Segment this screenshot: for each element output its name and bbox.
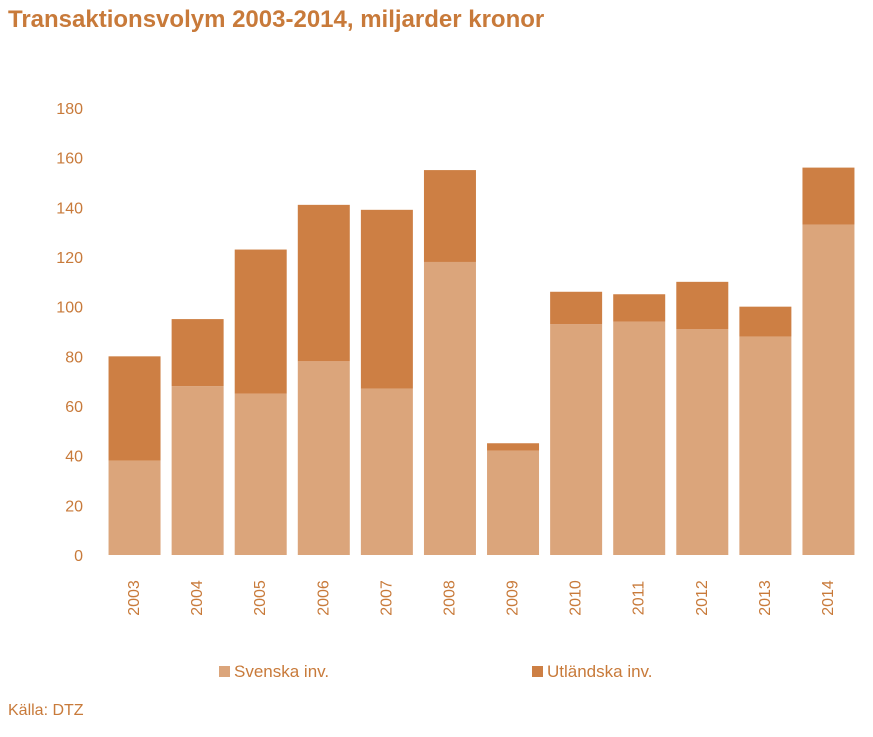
- x-tick-label: 2005: [252, 580, 269, 616]
- bar-svenska-2013: [739, 336, 792, 555]
- bar-svenska-2009: [487, 450, 540, 555]
- y-tick-label: 180: [56, 101, 83, 118]
- bar-utlandska-2014: [802, 167, 855, 225]
- x-tick-label: 2006: [315, 580, 332, 616]
- bar-utlandska-2005: [234, 249, 287, 394]
- bar-utlandska-2003: [108, 356, 161, 461]
- x-tick-label: 2008: [441, 580, 458, 616]
- bar-svenska-2012: [676, 329, 729, 555]
- y-tick-label: 60: [65, 399, 83, 416]
- y-tick-label: 0: [74, 548, 83, 565]
- bar-svenska-2008: [423, 261, 476, 555]
- y-tick-label: 40: [65, 449, 83, 466]
- y-tick-label: 20: [65, 498, 83, 515]
- bar-utlandska-2008: [423, 170, 476, 262]
- x-tick-label: 2007: [378, 580, 395, 616]
- bar-utlandska-2007: [360, 209, 413, 389]
- x-tick-label: 2009: [505, 580, 522, 616]
- x-tick-label: 2012: [694, 580, 711, 616]
- source-note: Källa: DTZ: [8, 702, 84, 719]
- bars-group: [108, 167, 855, 555]
- y-tick-label: 120: [56, 250, 83, 267]
- bar-utlandska-2013: [739, 306, 792, 337]
- y-tick-label: 100: [56, 300, 83, 317]
- x-tick-label: 2011: [631, 581, 648, 616]
- legend-swatch-svenska: [219, 666, 230, 677]
- y-axis: 0 20 40 60 80 100 120 140 160 180: [56, 101, 83, 565]
- bar-svenska-2004: [171, 386, 224, 555]
- bar-utlandska-2004: [171, 319, 224, 387]
- bar-svenska-2007: [360, 388, 413, 555]
- legend-swatch-utlandska: [532, 666, 543, 677]
- x-tick-label: 2013: [757, 580, 774, 616]
- legend-label-utlandska: Utländska inv.: [547, 662, 653, 681]
- x-tick-label: 2014: [820, 580, 837, 616]
- legend-label-svenska: Svenska inv.: [234, 662, 329, 681]
- bar-svenska-2011: [613, 321, 666, 555]
- bar-utlandska-2012: [676, 281, 729, 330]
- y-tick-label: 80: [65, 349, 83, 366]
- x-axis: 2003 2004 2005 2006 2007 2008 2009 2010 2011 2012…: [126, 580, 837, 616]
- bar-svenska-2014: [802, 224, 855, 555]
- bar-utlandska-2010: [550, 291, 603, 325]
- bar-svenska-2006: [297, 361, 350, 555]
- legend: Svenska inv. Utländska inv.: [219, 662, 653, 681]
- bar-svenska-2010: [550, 324, 603, 555]
- bar-utlandska-2011: [613, 294, 666, 322]
- x-tick-label: 2010: [568, 580, 585, 616]
- bar-svenska-2005: [234, 393, 287, 555]
- bar-svenska-2003: [108, 460, 161, 555]
- chart-title: Transaktionsvolym 2003-2014, miljarder k…: [8, 6, 545, 33]
- x-tick-label: 2003: [126, 580, 143, 616]
- y-tick-label: 160: [56, 151, 83, 168]
- x-tick-label: 2004: [189, 580, 206, 616]
- bar-utlandska-2009: [487, 443, 540, 451]
- bar-utlandska-2006: [297, 204, 350, 362]
- y-tick-label: 140: [56, 200, 83, 217]
